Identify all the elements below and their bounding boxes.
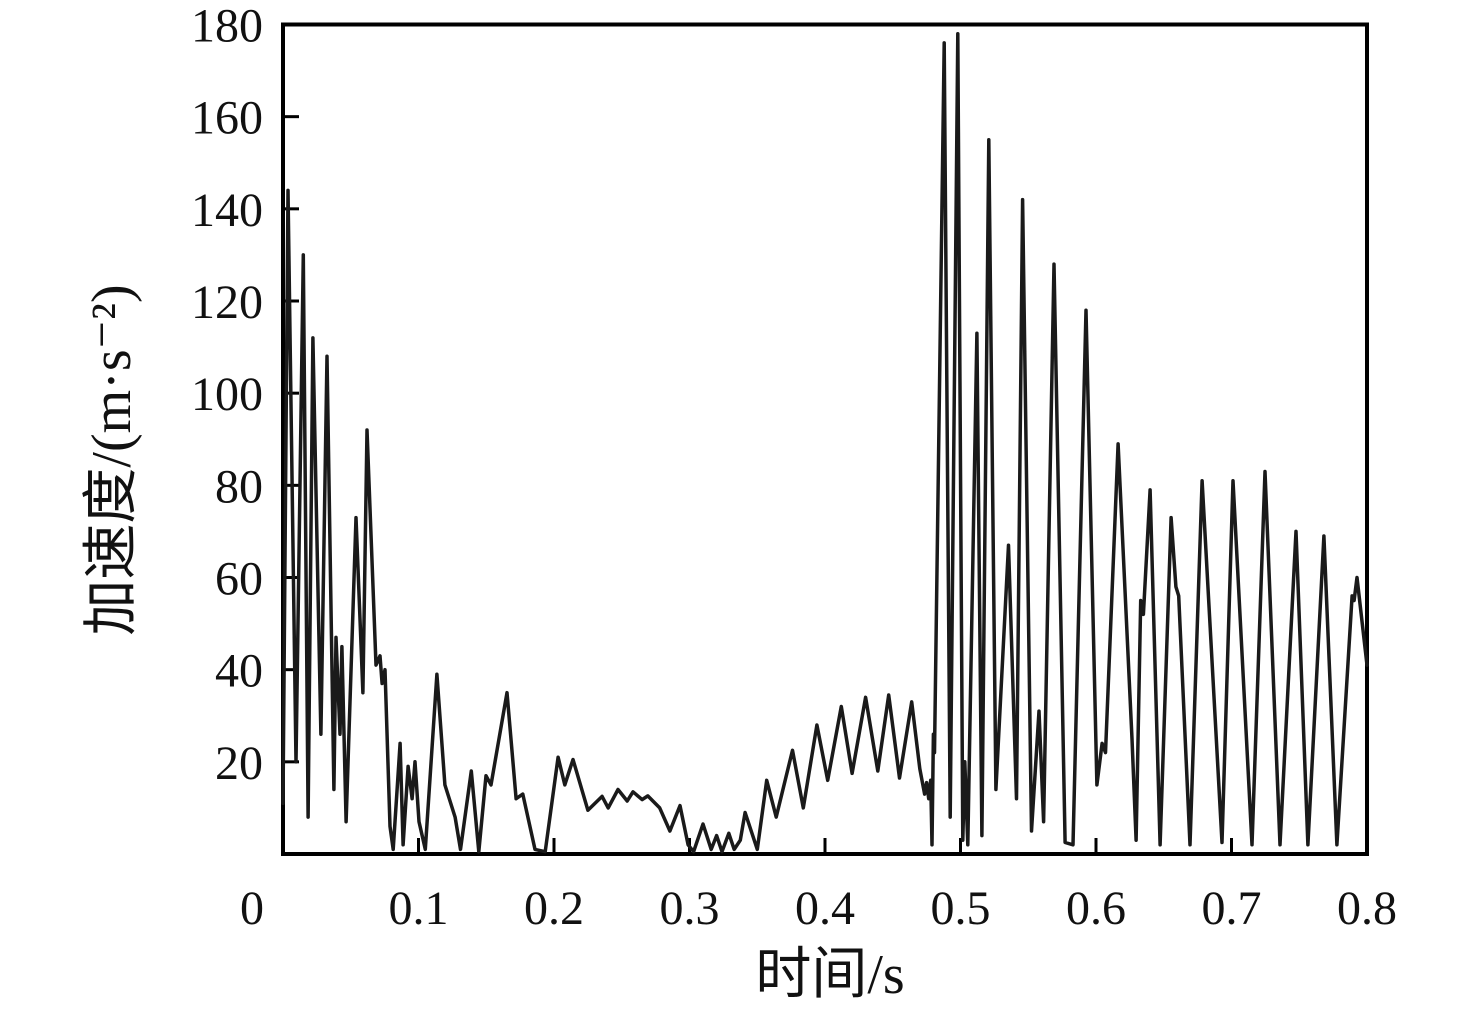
y-tick-label: 140 bbox=[191, 184, 263, 237]
x-tick-label: 0.2 bbox=[524, 882, 584, 935]
x-axis-ticks: 0 0.1 0.2 0.3 0.4 0.5 0.6 0.7 0.8 bbox=[240, 838, 1397, 935]
plot-frame bbox=[281, 22, 1369, 856]
x-tick-label: 0.6 bbox=[1066, 882, 1126, 935]
x-tick-label: 0.8 bbox=[1337, 882, 1397, 935]
y-tick-label: 40 bbox=[215, 645, 263, 698]
x-tick-label: 0.4 bbox=[795, 882, 855, 935]
y-tick-label: 100 bbox=[191, 368, 263, 421]
x-tick-label: 0.1 bbox=[389, 882, 449, 935]
x-axis-title: 时间/s bbox=[755, 944, 904, 1006]
x-tick-label: 0.5 bbox=[931, 882, 991, 935]
y-tick-label: 120 bbox=[191, 276, 263, 329]
y-tick-label: 180 bbox=[191, 0, 263, 53]
signal-line bbox=[281, 31, 1369, 854]
y-tick-label: 80 bbox=[215, 460, 263, 513]
y-axis-title: 加速度/(m·s⁻²) bbox=[81, 284, 143, 635]
y-axis-ticks: 20 40 60 80 100 120 140 160 180 bbox=[191, 0, 299, 790]
y-tick-label: 20 bbox=[215, 737, 263, 790]
x-tick-label: 0.3 bbox=[660, 882, 720, 935]
y-tick-label: 160 bbox=[191, 92, 263, 145]
x-tick-label: 0 bbox=[240, 882, 264, 935]
x-tick-label: 0.7 bbox=[1202, 882, 1262, 935]
y-tick-label: 60 bbox=[215, 553, 263, 606]
